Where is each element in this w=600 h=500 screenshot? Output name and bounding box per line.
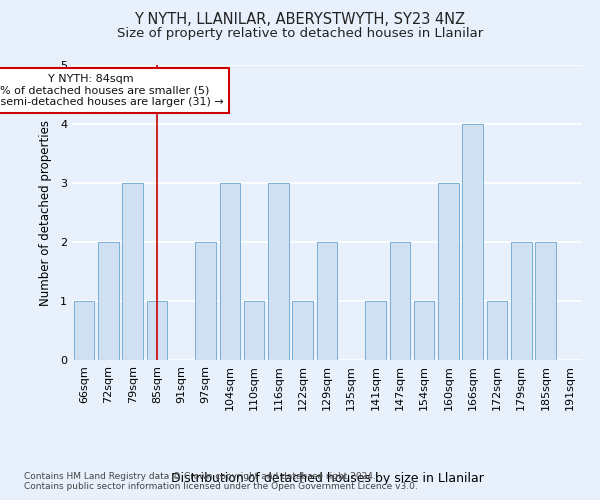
Text: Y NYTH, LLANILAR, ABERYSTWYTH, SY23 4NZ: Y NYTH, LLANILAR, ABERYSTWYTH, SY23 4NZ: [134, 12, 466, 28]
Bar: [463, 124, 483, 360]
Bar: [487, 301, 508, 360]
Text: Contains HM Land Registry data © Crown copyright and database right 2024.: Contains HM Land Registry data © Crown c…: [24, 472, 376, 481]
Bar: [195, 242, 216, 360]
Bar: [268, 183, 289, 360]
Text: Size of property relative to detached houses in Llanilar: Size of property relative to detached ho…: [117, 28, 483, 40]
Bar: [74, 301, 94, 360]
Bar: [365, 301, 386, 360]
Bar: [244, 301, 265, 360]
Bar: [220, 183, 240, 360]
Bar: [389, 242, 410, 360]
Bar: [511, 242, 532, 360]
Bar: [414, 301, 434, 360]
Bar: [146, 301, 167, 360]
X-axis label: Distribution of detached houses by size in Llanilar: Distribution of detached houses by size …: [170, 472, 484, 486]
Bar: [122, 183, 143, 360]
Bar: [98, 242, 119, 360]
Y-axis label: Number of detached properties: Number of detached properties: [38, 120, 52, 306]
Text: Contains public sector information licensed under the Open Government Licence v3: Contains public sector information licen…: [24, 482, 418, 491]
Bar: [292, 301, 313, 360]
Text: Y NYTH: 84sqm
← 14% of detached houses are smaller (5)
86% of semi-detached hous: Y NYTH: 84sqm ← 14% of detached houses a…: [0, 74, 224, 107]
Bar: [535, 242, 556, 360]
Bar: [317, 242, 337, 360]
Bar: [438, 183, 459, 360]
